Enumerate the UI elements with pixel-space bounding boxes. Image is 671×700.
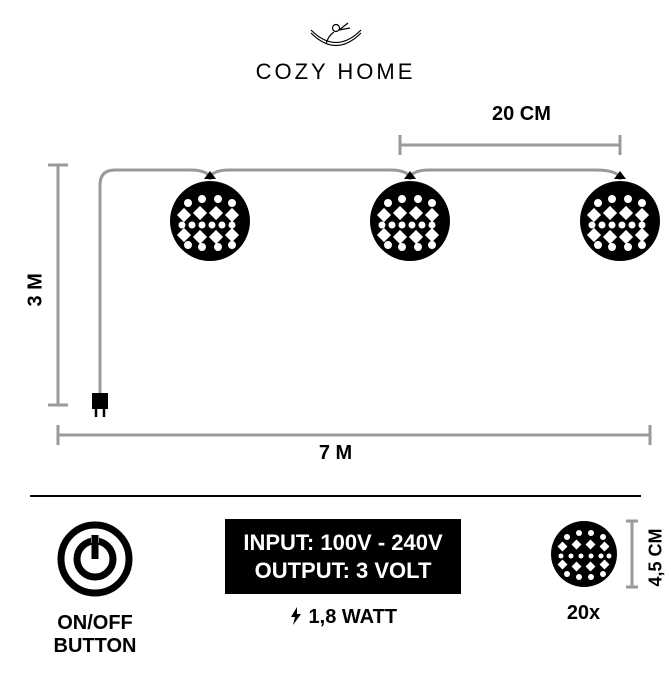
wattage-value: 1,8 WATT [309, 606, 398, 628]
input-line: INPUT: 100V - 240V [243, 529, 442, 557]
ball-spacing-label: 20 CM [492, 103, 551, 126]
specs-row: ON/OFFBUTTON INPUT: 100V - 240V OUTPUT: … [20, 519, 651, 658]
divider [30, 495, 641, 497]
ball-spec-block: 4,5 CM 20x [526, 519, 641, 625]
total-length-label: 7 M [319, 442, 352, 465]
brand-name: COZY HOME [20, 59, 651, 85]
voltage-block: INPUT: 100V - 240V OUTPUT: 3 VOLT 1,8 WA… [186, 519, 500, 629]
wattage: 1,8 WATT [186, 606, 500, 629]
onoff-label: ON/OFFBUTTON [30, 612, 160, 658]
onoff-block: ON/OFFBUTTON [30, 519, 160, 658]
cable-length-label: 3 M [25, 273, 48, 306]
voltage-box: INPUT: 100V - 240V OUTPUT: 3 VOLT [225, 519, 460, 594]
output-line: OUTPUT: 3 VOLT [243, 557, 442, 585]
hammock-icon [20, 20, 651, 59]
logo-area: COZY HOME [20, 20, 651, 85]
ball-size-bracket [621, 519, 643, 589]
power-icon [55, 519, 135, 599]
product-diagram: 3 M 7 M 20 CM [30, 125, 641, 465]
ball-icon [549, 519, 619, 589]
ball-diameter-label: 4,5 CM [645, 528, 666, 586]
ball-count: 20x [526, 602, 641, 625]
bolt-icon [289, 607, 303, 625]
